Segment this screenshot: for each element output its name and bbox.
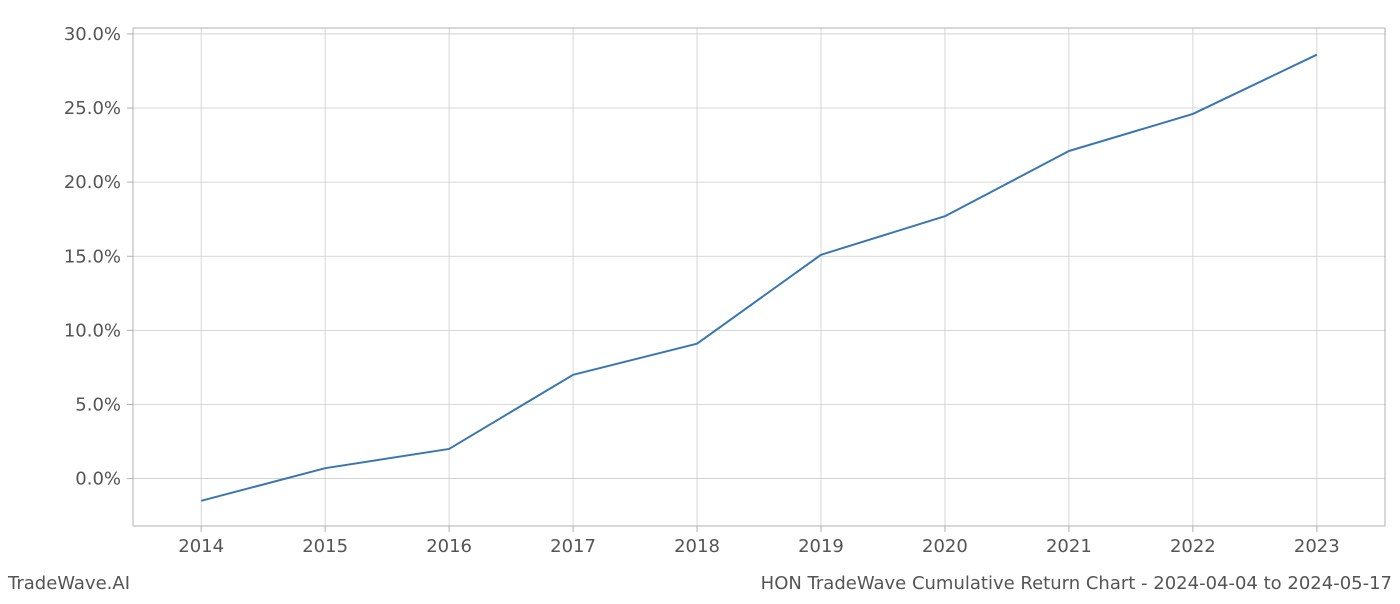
x-tick-label: 2016 <box>426 536 472 557</box>
x-tick-label: 2021 <box>1046 536 1092 557</box>
y-tick-label: 5.0% <box>75 394 121 415</box>
y-tick-label: 10.0% <box>64 320 121 341</box>
x-tick-label: 2020 <box>922 536 968 557</box>
line-chart: 2014 2015 2016 2017 2018 2019 2020 2021 2022 2023… <box>0 0 1400 600</box>
y-tick-label: 15.0% <box>64 246 121 267</box>
x-tick-label: 2022 <box>1170 536 1216 557</box>
x-tick-label: 2019 <box>798 536 844 557</box>
x-tick-label: 2015 <box>302 536 348 557</box>
chart-container: 2014 2015 2016 2017 2018 2019 2020 2021 2022 2023… <box>0 0 1400 600</box>
x-tick-label: 2023 <box>1294 536 1340 557</box>
footer-left-brand: TradeWave.AI <box>8 573 130 594</box>
y-tick-label: 30.0% <box>64 24 121 45</box>
y-tick-label: 20.0% <box>64 172 121 193</box>
x-tick-label: 2014 <box>178 536 224 557</box>
x-tick-label: 2017 <box>550 536 596 557</box>
footer-right-caption: HON TradeWave Cumulative Return Chart - … <box>761 573 1392 594</box>
x-tick-label: 2018 <box>674 536 720 557</box>
y-tick-label: 25.0% <box>64 98 121 119</box>
y-tick-label: 0.0% <box>75 469 121 490</box>
